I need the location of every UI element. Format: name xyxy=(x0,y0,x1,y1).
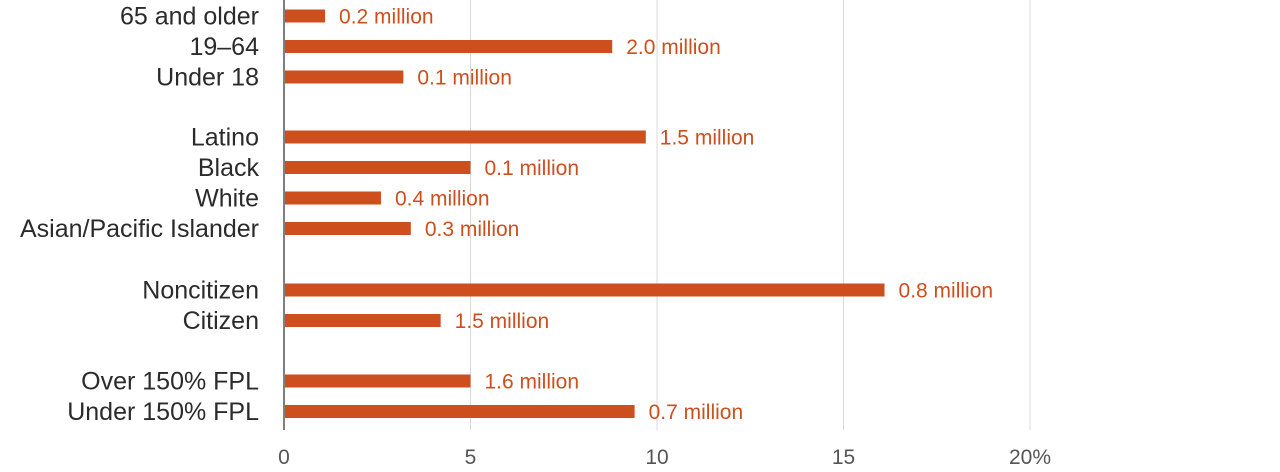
labels: 65 and older 0.2 million 19–64 2.0 million U… xyxy=(20,3,993,427)
category-label: Over 150% FPL xyxy=(81,368,259,396)
data-label: 0.8 million xyxy=(899,280,994,303)
bar xyxy=(285,191,381,205)
category-label: Under 18 xyxy=(156,64,259,92)
x-tick-label: 5 xyxy=(465,446,477,469)
x-tick-label: 15 xyxy=(832,446,855,469)
bar xyxy=(285,130,646,144)
data-label: 1.5 million xyxy=(455,310,550,333)
bars xyxy=(285,9,885,418)
data-label: 0.2 million xyxy=(339,6,434,29)
bar xyxy=(285,9,326,23)
bar xyxy=(285,70,404,84)
data-label: 1.6 million xyxy=(485,371,580,394)
category-label: 65 and older xyxy=(120,3,259,31)
category-label: Noncitizen xyxy=(142,277,259,305)
bar xyxy=(285,161,471,174)
gridlines xyxy=(470,0,1031,430)
category-label: Black xyxy=(198,154,260,182)
bar xyxy=(285,405,635,418)
bar xyxy=(285,314,441,327)
bar xyxy=(285,283,885,297)
x-axis-ticks: 0 5 10 15 20% xyxy=(278,446,1051,469)
category-label: Asian/Pacific Islander xyxy=(20,215,259,243)
x-tick-label: 0 xyxy=(278,446,290,469)
category-label: Citizen xyxy=(183,307,259,335)
category-label: Latino xyxy=(191,124,259,152)
bar xyxy=(285,40,613,53)
data-label: 1.5 million xyxy=(660,127,755,150)
x-tick-label: 20% xyxy=(1009,446,1051,469)
bar xyxy=(285,374,471,388)
category-label: 19–64 xyxy=(189,33,259,61)
x-tick-label: 10 xyxy=(645,446,668,469)
bar xyxy=(285,222,411,235)
data-label: 0.1 million xyxy=(417,67,512,90)
data-label: 0.3 million xyxy=(425,218,520,241)
data-label: 2.0 million xyxy=(626,36,721,59)
data-label: 0.1 million xyxy=(485,157,580,180)
data-label: 0.4 million xyxy=(395,188,490,211)
data-label: 0.7 million xyxy=(649,401,744,424)
category-label: White xyxy=(195,185,259,213)
category-label: Under 150% FPL xyxy=(67,398,259,426)
